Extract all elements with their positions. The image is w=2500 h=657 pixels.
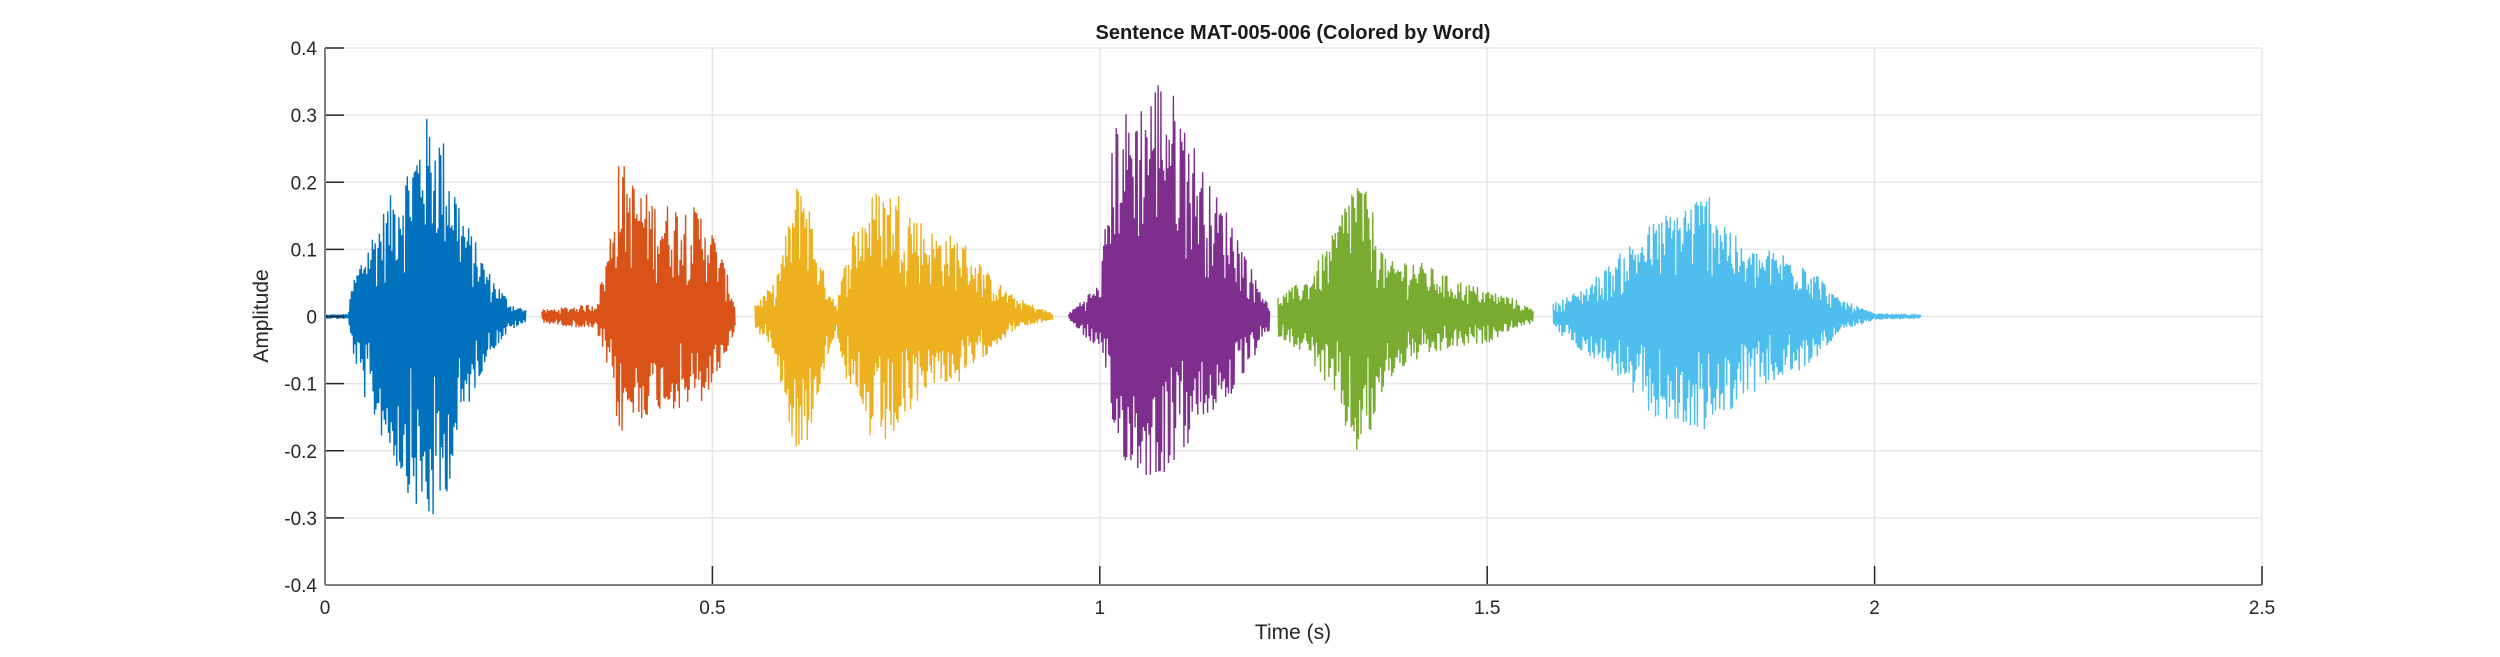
- y-tick-label: 0.3: [291, 106, 317, 127]
- x-tick-label: 0.5: [699, 598, 725, 619]
- waveform-word-6: [1552, 197, 1922, 430]
- y-axis-label: Amplitude: [250, 269, 273, 362]
- x-tick-label: 2: [1869, 598, 1880, 619]
- y-tick-label: -0.1: [284, 375, 317, 396]
- chart-title: Sentence MAT-005-006 (Colored by Word): [1096, 22, 1491, 44]
- x-tick-label: 1: [1095, 598, 1106, 619]
- y-tick-label: 0.2: [291, 173, 317, 194]
- y-tick-label: 0: [306, 308, 317, 329]
- waveform-word-3: [754, 188, 1054, 447]
- x-tick-label: 0: [320, 598, 331, 619]
- x-tick-label: 2.5: [2249, 598, 2275, 619]
- waveform-word-4: [1068, 85, 1271, 475]
- y-tick-label: -0.3: [284, 509, 317, 530]
- y-tick-label: -0.4: [284, 576, 317, 597]
- x-axis-label: Time (s): [1255, 621, 1331, 644]
- y-tick-label: 0.4: [291, 39, 318, 60]
- waveform-word-5: [1277, 188, 1534, 450]
- y-tick-label: 0.1: [291, 240, 317, 261]
- series-group: [324, 85, 1922, 515]
- y-tick-label: -0.2: [284, 442, 317, 463]
- waveform-word-1: [324, 118, 527, 515]
- x-tick-label: 1.5: [1474, 598, 1500, 619]
- waveform-word-2: [541, 166, 736, 431]
- axes: 0 0.5 1 1.5 2 2.5 -0.4 -0.3 -0.2 -0.1 0 0.1 0.2 0.3 0.…: [284, 39, 2275, 619]
